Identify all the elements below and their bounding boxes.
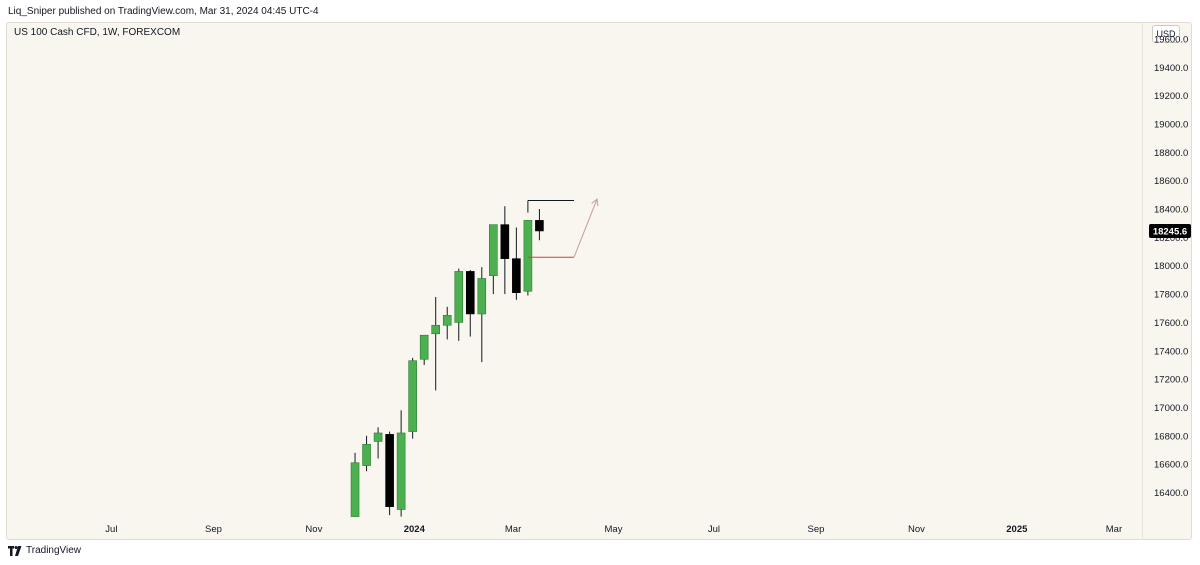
last-price-tag: 18245.6 [1149,223,1191,238]
candle [408,357,417,439]
y-tick-label: 19200.0 [1154,91,1188,102]
x-tick-label: Jul [105,524,117,535]
y-tick-label: 19000.0 [1154,120,1188,131]
candle [489,224,498,295]
x-tick-label: Mar [1106,524,1122,535]
x-tick-label: Sep [205,524,222,535]
candles [350,206,544,517]
candle [535,209,544,241]
y-tick-label: 16400.0 [1154,488,1188,499]
y-tick-label: 17200.0 [1154,375,1188,386]
candle [362,435,371,472]
candle-body-up [396,432,406,510]
x-tick-label: Mar [505,524,521,535]
candle [500,206,510,295]
y-tick-label: 19600.0 [1154,35,1188,46]
y-tick-label: 17000.0 [1154,403,1188,414]
candle [385,431,394,516]
chart-panel[interactable] [6,22,1192,540]
y-tick-label: 18200.0 [1154,233,1188,244]
candle [350,452,360,517]
drawings [527,198,599,258]
candle-body-up [454,271,464,323]
y-tick-label: 17800.0 [1154,290,1188,301]
symbol-title: US 100 Cash CFD, 1W, FOREXCOM [14,27,181,38]
candle-body-down [512,258,521,293]
x-tick-label: Nov [908,524,925,535]
y-tick-label: 19400.0 [1154,63,1188,74]
price-axis: 16400.0 16600.0 16800.0 17000.0 17200.0 17400… [1154,35,1188,499]
last-price-box [1149,223,1191,238]
y-tick-label: 18400.0 [1154,205,1188,216]
y-tick-label: 17600.0 [1154,318,1188,329]
candle [523,220,533,296]
candle-body-up [408,360,417,432]
candle-body-down [535,220,544,232]
y-tick-label: 18800.0 [1154,148,1188,159]
candle-body-up [362,444,371,466]
price-axis-separator [1142,22,1143,540]
candle [419,334,429,365]
currency-button[interactable]: USD [1152,25,1180,43]
x-tick-label: 2024 [404,524,426,535]
tradingview-logo-icon [8,545,22,556]
time-axis: Jul Sep Nov 2024 Mar May Jul Sep Nov 2025 Mar [105,524,1122,535]
candle-body-down [385,434,394,507]
footer-brand: TradingView [26,545,82,556]
last-price-label: 18245.6 [1153,226,1187,237]
candle [512,227,521,300]
x-tick-label: Jul [708,524,720,535]
candle-body-down [465,271,475,315]
candle-body-up [350,462,360,517]
x-tick-label: Sep [808,524,825,535]
candle-body-up [523,220,533,292]
projection-arrowhead [591,198,599,207]
candle [396,410,406,517]
candle-body-up [442,315,452,326]
candle [373,427,383,459]
footer: TradingView [8,545,81,556]
projection-arrow [573,198,598,258]
y-tick-label: 18600.0 [1154,176,1188,187]
candle [477,267,487,363]
candle [442,306,452,340]
candle [454,268,464,341]
candle-body-up [431,324,441,335]
candle-body-up [477,278,487,315]
candle-body-up [373,432,383,442]
y-tick-label: 16800.0 [1154,431,1188,442]
x-tick-label: 2025 [1006,524,1028,535]
y-tick-label: 18000.0 [1154,261,1188,272]
candle-body-up [489,224,498,276]
candle [465,270,475,337]
x-tick-label: Nov [305,524,322,535]
y-tick-label: 16600.0 [1154,460,1188,471]
candle [431,296,441,391]
y-tick-label: 17400.0 [1154,346,1188,357]
x-tick-label: May [605,524,623,535]
candle-body-up [419,334,429,360]
publisher-info: Liq_Sniper published on TradingView.com,… [8,6,319,17]
candle-body-down [500,224,510,259]
